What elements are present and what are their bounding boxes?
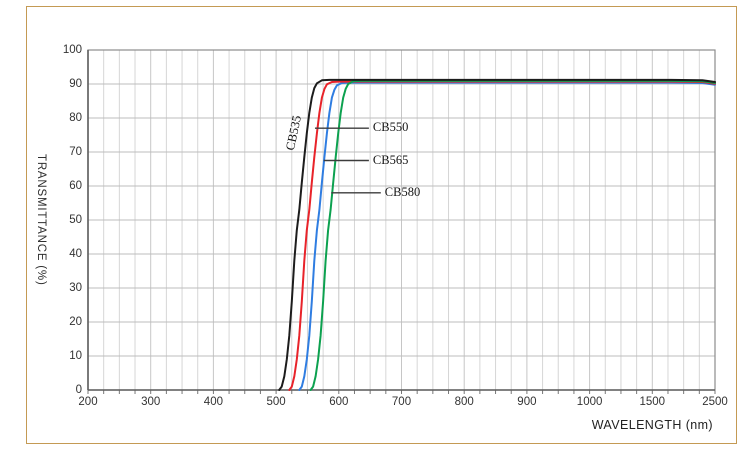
x-axis-title: WAVELENGTH (nm) (591, 418, 713, 432)
x-tick-label-300: 300 (141, 396, 161, 408)
y-axis-title: TRANSMITTANCE (%) (35, 154, 47, 286)
y-tick-label-100: 100 (62, 43, 82, 56)
y-tick-label-50: 50 (69, 213, 82, 226)
x-tick-label-600: 600 (329, 396, 349, 408)
curve-label-CB565: CB565 (372, 152, 409, 167)
y-tick-label-70: 70 (69, 145, 82, 158)
y-tick-label-90: 90 (69, 77, 82, 90)
y-tick-label-80: 80 (69, 111, 82, 124)
curve-CB580 (309, 79, 716, 391)
y-tick-label-60: 60 (69, 179, 82, 192)
curve-CB535 (278, 78, 716, 391)
y-tick-label-10: 10 (69, 349, 82, 362)
y-tick-label-30: 30 (69, 281, 82, 294)
y-tick-label-0: 0 (75, 383, 82, 396)
x-tick-label-1500: 1500 (639, 396, 666, 408)
x-tick-label-400: 400 (203, 396, 223, 408)
x-tick-label-2500: 2500 (702, 396, 728, 408)
x-tick-label-1000: 1000 (576, 396, 603, 408)
x-tick-label-800: 800 (454, 396, 474, 408)
x-tick-label-900: 900 (517, 396, 537, 408)
curve-label-CB550: CB550 (372, 120, 409, 135)
x-tick-label-700: 700 (391, 396, 412, 408)
y-tick-label-20: 20 (69, 315, 82, 328)
x-tick-label-500: 500 (266, 396, 286, 408)
y-tick-label-40: 40 (69, 247, 82, 260)
x-tick-label-200: 200 (78, 396, 98, 408)
curve-label-CB580: CB580 (384, 184, 421, 199)
